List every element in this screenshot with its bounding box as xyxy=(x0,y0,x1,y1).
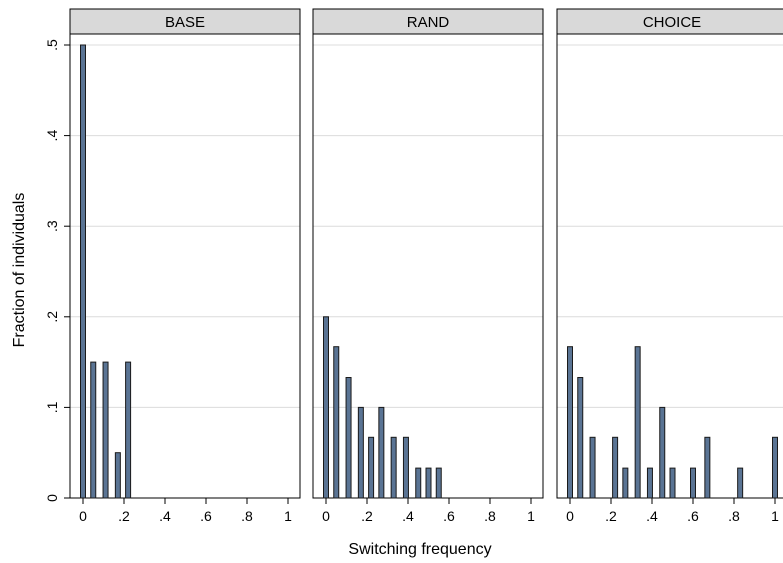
bar xyxy=(622,467,629,499)
x-tick-label: .4 xyxy=(402,508,414,524)
bar xyxy=(323,316,329,499)
bar xyxy=(333,346,340,499)
y-axis-title: Fraction of individuals xyxy=(11,193,28,348)
bar xyxy=(737,467,744,499)
bar xyxy=(567,346,573,499)
x-tick-label: .6 xyxy=(687,508,699,524)
bar xyxy=(646,467,653,499)
panel-strip xyxy=(69,8,301,35)
bar xyxy=(402,436,409,499)
bar xyxy=(589,436,596,499)
x-tick-label: 1 xyxy=(771,508,779,524)
panel-rand: RAND 0 .2 .4 .6 .8 1 xyxy=(312,8,544,524)
bar xyxy=(690,467,696,499)
bar xyxy=(772,436,778,499)
panel-strip xyxy=(312,8,544,35)
panels-group: BASE 0 .2 .4 .6 .8 1 RAND 0 .2 .4 .6 .8 1 CHOICE 0 .2 .4.… xyxy=(69,8,783,524)
x-tick-label: .8 xyxy=(241,508,253,524)
panel-title: CHOICE xyxy=(643,14,701,31)
y-axis: 0 .1 .2 .3 .4 .5 xyxy=(44,39,70,502)
bar xyxy=(612,436,619,499)
x-tick-label: .2 xyxy=(361,508,373,524)
x-tick-label: 0 xyxy=(79,508,87,524)
plot-frame xyxy=(556,33,783,499)
bar xyxy=(425,467,432,499)
bar xyxy=(415,467,422,499)
panel-base: BASE 0 .2 .4 .6 .8 1 xyxy=(69,8,301,524)
x-axis-title: Switching frequency xyxy=(348,541,491,558)
x-tick-label: .2 xyxy=(605,508,617,524)
bar xyxy=(435,467,442,499)
y-tick-label: .3 xyxy=(44,220,60,232)
panel-title: RAND xyxy=(407,14,450,31)
bar xyxy=(102,361,109,499)
bar xyxy=(80,44,86,499)
x-tick-label: .4 xyxy=(646,508,658,524)
plot-frame xyxy=(69,33,301,499)
x-tick-label: .2 xyxy=(118,508,130,524)
y-tick-label: .1 xyxy=(44,401,60,413)
bar xyxy=(357,406,364,499)
y-tick-label: .5 xyxy=(44,39,60,51)
x-tick-label: .6 xyxy=(443,508,455,524)
x-tick-label: 1 xyxy=(527,508,535,524)
bar xyxy=(390,436,397,499)
x-tick-label: 0 xyxy=(566,508,574,524)
x-tick-label: .6 xyxy=(200,508,212,524)
bar xyxy=(704,436,711,499)
bar xyxy=(114,452,121,499)
y-tick-label: .2 xyxy=(44,311,60,323)
x-tick-label: .8 xyxy=(728,508,740,524)
bar xyxy=(634,346,641,499)
y-tick-label: .4 xyxy=(44,130,60,142)
panel-title: BASE xyxy=(165,14,205,31)
x-tick-label: .8 xyxy=(484,508,496,524)
panel-choice: CHOICE 0 .2 .4 .6 .8 1 xyxy=(556,8,783,524)
bar xyxy=(577,377,584,499)
bar xyxy=(125,361,132,499)
bar xyxy=(345,377,352,499)
bar xyxy=(659,406,666,499)
bar xyxy=(669,467,676,499)
x-tick-label: .4 xyxy=(159,508,171,524)
bar xyxy=(368,436,375,499)
bar xyxy=(378,406,385,499)
panel-strip xyxy=(556,8,783,35)
x-tick-label: 1 xyxy=(284,508,292,524)
x-tick-label: 0 xyxy=(322,508,330,524)
y-tick-label: 0 xyxy=(44,494,60,502)
bar xyxy=(90,361,97,499)
